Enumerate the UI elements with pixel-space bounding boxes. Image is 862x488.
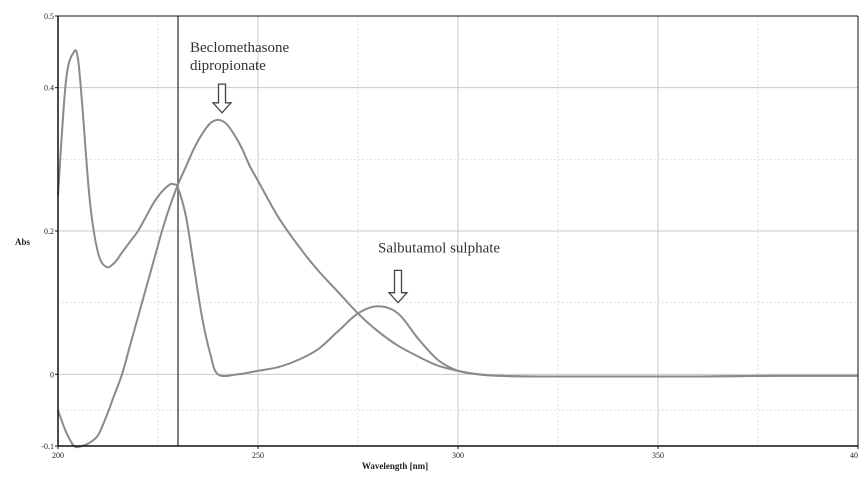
curve-annotations: Beclomethasone dipropionate Salbutamol sul… <box>190 40 500 257</box>
x-tick-label: 300 <box>452 451 464 460</box>
down-arrow-1 <box>387 269 409 304</box>
annotation-arrows <box>211 83 409 304</box>
y-axis-title: Abs <box>15 237 31 247</box>
down-arrow-0 <box>211 83 233 114</box>
x-tick-label: 200 <box>52 451 64 460</box>
spectrum-curves <box>57 49 859 449</box>
x-tick-label: 40 <box>850 451 858 460</box>
spectrum-line-1 <box>57 118 859 449</box>
x-tick-labels: 200 250 300 350 40 <box>52 446 859 460</box>
x-tick-label: 250 <box>252 451 264 460</box>
y-tick-label: 0.2 <box>44 227 54 236</box>
y-tick-label: 0 <box>50 370 54 379</box>
y-tick-label: -0.1 <box>41 442 54 451</box>
y-tick-label: 0.5 <box>44 12 54 21</box>
y-tick-label: 0.4 <box>44 84 54 93</box>
annotation-label-0: Beclomethasone <box>190 40 289 56</box>
x-tick-label: 350 <box>652 451 664 460</box>
x-axis-title: Wavelength [nm] <box>362 461 428 471</box>
annotation-label-1: dipropionate <box>190 58 266 74</box>
annotation-label-2: Salbutamol sulphate <box>378 241 500 257</box>
